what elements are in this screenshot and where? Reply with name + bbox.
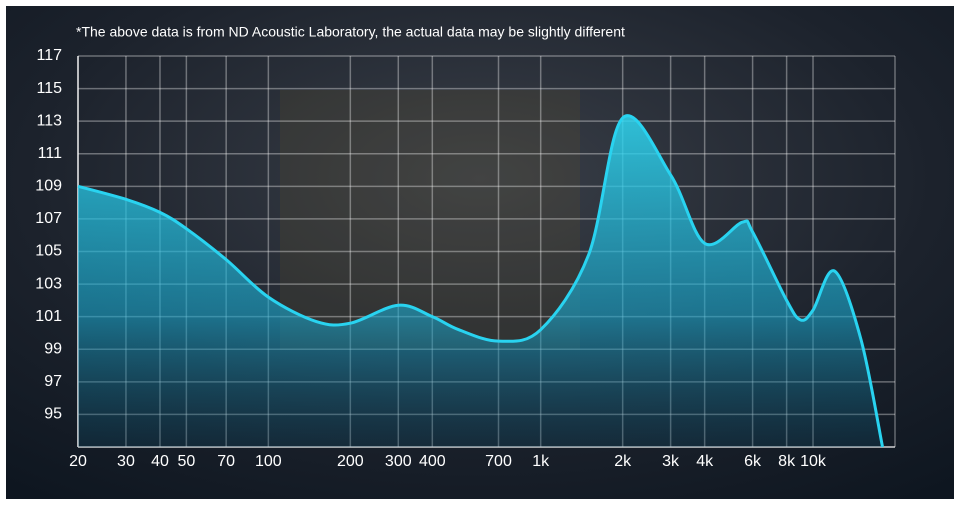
x-tick-label: 30 (117, 453, 135, 470)
x-tick-label: 8k (778, 453, 796, 470)
x-tick-label: 20 (69, 453, 87, 470)
y-tick-label: 103 (35, 275, 62, 292)
y-tick-label: 117 (36, 47, 62, 64)
x-tick-label: 10k (800, 453, 827, 470)
x-tick-label: 3k (662, 453, 680, 470)
x-tick-label: 300 (385, 453, 412, 470)
x-tick-label: 6k (744, 453, 762, 470)
x-tick-label: 1k (532, 453, 550, 470)
x-tick-label: 100 (255, 453, 282, 470)
x-tick-label: 4k (696, 453, 714, 470)
x-tick-label: 700 (485, 453, 512, 470)
y-tick-label: 113 (36, 112, 62, 129)
x-tick-label: 400 (419, 453, 446, 470)
x-tick-label: 40 (151, 453, 169, 470)
y-tick-label: 109 (35, 178, 62, 195)
y-tick-label: 95 (44, 406, 62, 423)
y-tick-label: 99 (44, 340, 62, 357)
background-blur (280, 90, 580, 350)
line (77, 114, 885, 448)
y-tick-label: 111 (38, 145, 62, 162)
y-tick-label: 97 (44, 373, 62, 390)
x-tick-label: 70 (217, 453, 235, 470)
y-tick-label: 115 (36, 80, 62, 97)
y-tick-label: 107 (35, 210, 62, 227)
y-tick-label: 105 (35, 243, 62, 260)
x-tick-label: 2k (614, 453, 632, 470)
y-tick-label: 101 (35, 308, 62, 325)
x-tick-label: 200 (337, 453, 364, 470)
x-tick-label: 50 (177, 453, 195, 470)
note: *The above data is from ND Acoustic Labo… (76, 24, 625, 40)
